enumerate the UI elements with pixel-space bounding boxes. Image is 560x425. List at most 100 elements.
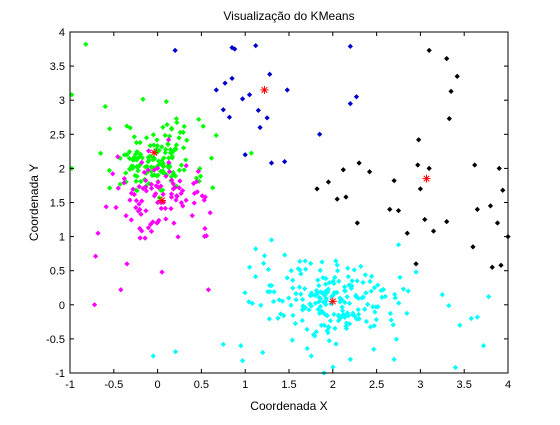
data-point	[342, 299, 348, 306]
data-point	[335, 318, 342, 324]
data-point	[169, 125, 175, 131]
data-point	[210, 185, 216, 191]
data-point	[299, 307, 306, 313]
data-point	[332, 325, 338, 331]
data-point	[354, 278, 360, 284]
data-point	[213, 87, 219, 93]
data-point	[160, 162, 166, 168]
data-point	[343, 194, 349, 200]
data-point	[169, 177, 175, 183]
y-tick-label: 2	[59, 163, 65, 175]
data-point	[298, 271, 304, 277]
x-tick-label: 1	[242, 379, 248, 391]
data-point	[404, 310, 410, 317]
data-point	[353, 294, 359, 300]
data-point	[375, 304, 381, 310]
data-point	[118, 287, 124, 293]
data-point	[163, 173, 169, 179]
data-point	[143, 188, 149, 194]
data-point	[322, 288, 328, 295]
data-point	[148, 185, 155, 191]
data-point	[148, 181, 155, 188]
data-point	[168, 191, 175, 197]
data-point	[314, 290, 321, 296]
data-point	[173, 142, 180, 148]
y-tick-label: 3	[59, 95, 65, 107]
data-point	[326, 338, 332, 344]
data-point	[375, 282, 381, 288]
x-tick-label: 4	[505, 379, 511, 391]
data-point	[124, 261, 130, 267]
data-point	[181, 123, 187, 130]
data-point	[170, 181, 176, 187]
data-point	[368, 273, 375, 279]
data-point	[139, 228, 145, 234]
data-point	[302, 266, 309, 272]
data-point	[358, 263, 364, 270]
data-point	[356, 311, 362, 318]
data-point	[351, 313, 358, 319]
data-point	[147, 143, 153, 149]
data-point	[444, 55, 450, 62]
data-point	[134, 149, 140, 155]
data-point	[261, 253, 268, 259]
data-point	[470, 244, 476, 250]
data-point	[368, 288, 374, 294]
data-point	[103, 204, 109, 210]
data-point	[353, 94, 360, 100]
data-point	[178, 190, 184, 196]
data-point	[474, 314, 480, 320]
x-tick-label: 2.5	[369, 379, 384, 391]
data-point	[242, 152, 248, 158]
data-point	[362, 272, 369, 278]
data-point	[158, 187, 164, 194]
data-point	[302, 304, 308, 311]
data-point	[222, 80, 228, 86]
data-point	[134, 188, 140, 194]
data-point	[426, 47, 432, 54]
data-point	[168, 194, 175, 200]
data-point	[334, 262, 340, 268]
data-point	[298, 291, 304, 297]
data-point	[454, 73, 460, 79]
data-point	[299, 317, 305, 324]
data-point	[308, 303, 315, 309]
data-point	[365, 301, 371, 307]
data-point	[316, 294, 322, 300]
data-point	[342, 288, 348, 294]
centroid-marker	[422, 174, 431, 183]
data-point	[302, 286, 308, 292]
data-point	[344, 294, 350, 300]
x-axis-label: Coordenada X	[250, 399, 327, 413]
data-point	[351, 267, 357, 273]
data-point	[98, 150, 104, 156]
data-point	[135, 208, 142, 214]
data-point	[246, 92, 253, 98]
data-point	[174, 119, 180, 126]
data-point	[151, 142, 157, 148]
data-point	[229, 75, 235, 82]
data-point	[131, 134, 137, 140]
data-point	[333, 258, 339, 264]
data-point	[334, 268, 341, 274]
data-point	[164, 121, 170, 128]
data-point	[161, 155, 167, 161]
data-point	[494, 220, 501, 226]
data-point	[417, 186, 424, 192]
data-point	[372, 309, 378, 315]
data-point	[252, 273, 259, 280]
data-point	[266, 282, 273, 289]
data-point	[489, 264, 495, 270]
data-point	[439, 291, 445, 298]
data-point	[258, 302, 264, 308]
data-point	[176, 135, 182, 141]
data-point	[265, 266, 272, 273]
data-point	[220, 341, 226, 347]
data-point	[413, 269, 419, 275]
data-point	[115, 185, 121, 191]
data-point	[183, 163, 189, 169]
data-point	[426, 165, 432, 172]
data-point	[143, 135, 150, 141]
